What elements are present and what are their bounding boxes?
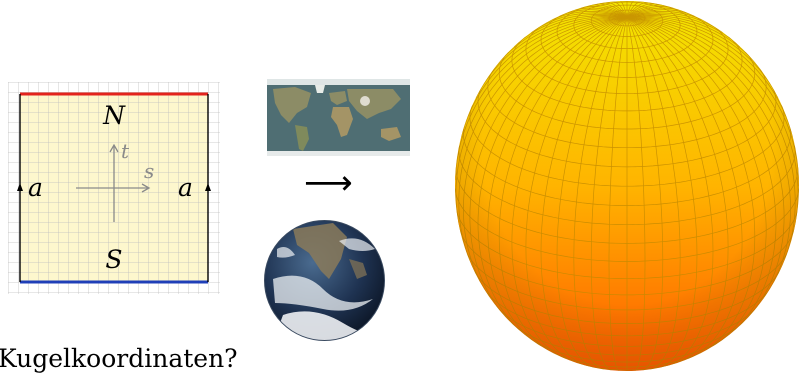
earth-outline	[264, 220, 385, 341]
map-antarctic	[267, 151, 410, 156]
sphere-shading	[455, 1, 799, 371]
left-edge-arrow	[17, 183, 23, 191]
coordinate-sphere	[455, 1, 799, 371]
map-europe	[329, 91, 347, 105]
earth-northern-clouds	[339, 238, 375, 251]
earth-western-clouds	[277, 247, 295, 258]
t-label: t	[121, 139, 130, 163]
map-africa	[331, 107, 353, 137]
earth-madagascar-land	[349, 259, 367, 279]
s-label: s	[144, 159, 154, 183]
map-plateau	[360, 96, 370, 106]
t-axis-arrowhead	[109, 143, 119, 153]
map-south-america	[295, 125, 309, 151]
earth-globe	[264, 220, 385, 341]
earth-cloud-band	[273, 275, 373, 311]
earth-ocean	[264, 220, 385, 341]
s-axis-arrowhead	[141, 183, 151, 193]
left-edge-label: a	[28, 173, 43, 202]
caption: Kugelkoordinaten?	[0, 344, 238, 373]
north-label: N	[102, 101, 126, 130]
south-label: S	[105, 245, 122, 274]
earth-africa-land	[293, 223, 347, 279]
parameter-square: N S t s a a	[8, 82, 220, 294]
right-edge-label: a	[178, 173, 193, 202]
map-north-america	[273, 87, 311, 123]
mapping-arrow: ⟶	[304, 163, 353, 203]
map-asia	[347, 89, 401, 119]
right-edge-arrow	[205, 183, 211, 191]
map-australia	[381, 127, 401, 141]
world-map-thumbnail	[267, 79, 410, 156]
map-arctic	[267, 79, 410, 85]
map-greenland	[315, 85, 325, 93]
